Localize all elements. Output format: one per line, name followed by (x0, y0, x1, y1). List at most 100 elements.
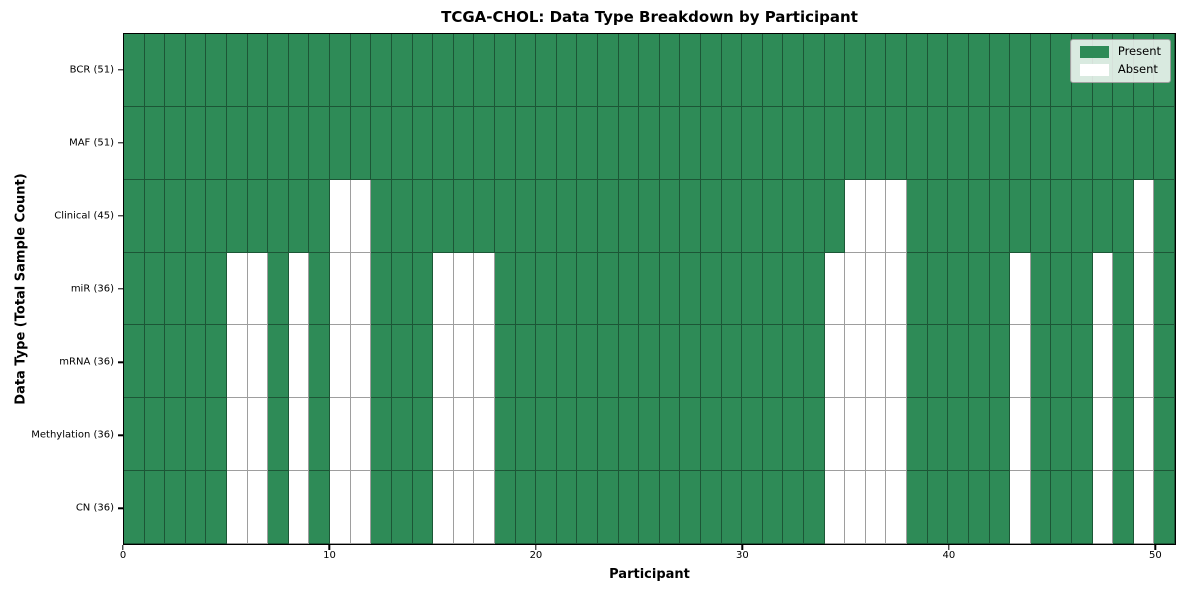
heatmap-cell (886, 34, 908, 107)
heatmap-cell (618, 34, 640, 107)
heatmap-cell (474, 398, 495, 472)
heatmap-cell (515, 471, 537, 544)
heatmap-cell (453, 325, 475, 399)
heatmap-cell (474, 471, 495, 544)
x-axis-label: Participant (609, 567, 690, 582)
heatmap-cell (659, 325, 681, 399)
heatmap-cell (968, 34, 990, 107)
heatmap-cell (968, 471, 990, 544)
heatmap-cell (845, 471, 866, 544)
heatmap-cell (206, 325, 228, 399)
heatmap-cell (927, 252, 949, 326)
heatmap-cell (247, 252, 269, 326)
heatmap-cell (783, 34, 805, 107)
heatmap-cell (206, 252, 228, 326)
heatmap-cell (206, 106, 228, 180)
heatmap-cell (391, 34, 413, 107)
heatmap-cell (165, 325, 186, 399)
heatmap-cell (618, 106, 640, 180)
heatmap-cell (1133, 106, 1155, 180)
heatmap-cell (845, 325, 866, 399)
heatmap-cell (453, 471, 475, 544)
heatmap-cell (268, 106, 289, 180)
heatmap-cell (1092, 106, 1114, 180)
heatmap-cell (288, 325, 310, 399)
heatmap-cell (1071, 179, 1093, 253)
heatmap-cell (597, 471, 619, 544)
heatmap-cell (165, 471, 186, 544)
heatmap-cell (330, 106, 351, 180)
heatmap-cell (391, 106, 413, 180)
heatmap-cell (556, 471, 578, 544)
heatmap-cell (227, 252, 248, 326)
heatmap-cell (433, 398, 454, 472)
heatmap-cell (1133, 179, 1155, 253)
heatmap-cell (742, 34, 763, 107)
heatmap-cell (288, 398, 310, 472)
heatmap-cell (144, 179, 166, 253)
heatmap-cell (247, 34, 269, 107)
heatmap-cell (1113, 179, 1134, 253)
x-tick-mark (328, 545, 331, 550)
heatmap-cell (783, 398, 805, 472)
heatmap-cell (494, 398, 516, 472)
heatmap-cell (556, 398, 578, 472)
heatmap-cell (742, 252, 763, 326)
heatmap-cell (268, 398, 289, 472)
heatmap-cell (680, 398, 702, 472)
heatmap-cell (453, 34, 475, 107)
heatmap-cell (1010, 34, 1031, 107)
heatmap-cell (659, 34, 681, 107)
heatmap-cell (762, 252, 784, 326)
heatmap-cell (701, 252, 722, 326)
heatmap-cell (762, 179, 784, 253)
heatmap-cell (721, 325, 743, 399)
heatmap-cell (824, 179, 846, 253)
heatmap-cell (1154, 398, 1175, 472)
heatmap-cell (288, 34, 310, 107)
heatmap-cell (845, 179, 866, 253)
heatmap-cell (927, 179, 949, 253)
y-tick-mark (118, 215, 123, 217)
heatmap-cell (144, 325, 166, 399)
heatmap-cell (721, 252, 743, 326)
heatmap-cell (577, 34, 598, 107)
heatmap-cell (309, 179, 331, 253)
heatmap-cell (144, 398, 166, 472)
heatmap-cell (804, 179, 825, 253)
heatmap-cell (1030, 106, 1052, 180)
heatmap-cell (1071, 471, 1093, 544)
heatmap-cell (309, 252, 331, 326)
heatmap-cell (556, 34, 578, 107)
heatmap-cell (948, 179, 969, 253)
heatmap-cell (1051, 252, 1072, 326)
x-tick-mark (948, 545, 950, 550)
heatmap-cell (1030, 252, 1052, 326)
heatmap-cell (701, 398, 722, 472)
x-tick-mark (535, 545, 537, 550)
heatmap-cell (1051, 106, 1072, 180)
x-tick-mark (122, 545, 124, 550)
x-tick-label: 40 (942, 550, 956, 561)
heatmap-cell (927, 325, 949, 399)
heatmap-cell (948, 34, 969, 107)
heatmap-cell (824, 252, 846, 326)
heatmap-cell (453, 106, 475, 180)
heatmap-cell (639, 252, 660, 326)
heatmap-cell (433, 106, 454, 180)
heatmap-cell (948, 252, 969, 326)
heatmap-cell (886, 106, 908, 180)
heatmap-cell (659, 398, 681, 472)
heatmap-cell (247, 471, 269, 544)
heatmap-cell (948, 106, 969, 180)
heatmap-cell (433, 325, 454, 399)
heatmap-cell (165, 34, 186, 107)
heatmap-cell (639, 398, 660, 472)
heatmap-cell (907, 106, 928, 180)
heatmap-cell (783, 179, 805, 253)
heatmap-cell (371, 179, 392, 253)
heatmap-cell (1113, 398, 1134, 472)
heatmap-cell (288, 471, 310, 544)
heatmap-cell (474, 106, 495, 180)
heatmap-cell (371, 398, 392, 472)
